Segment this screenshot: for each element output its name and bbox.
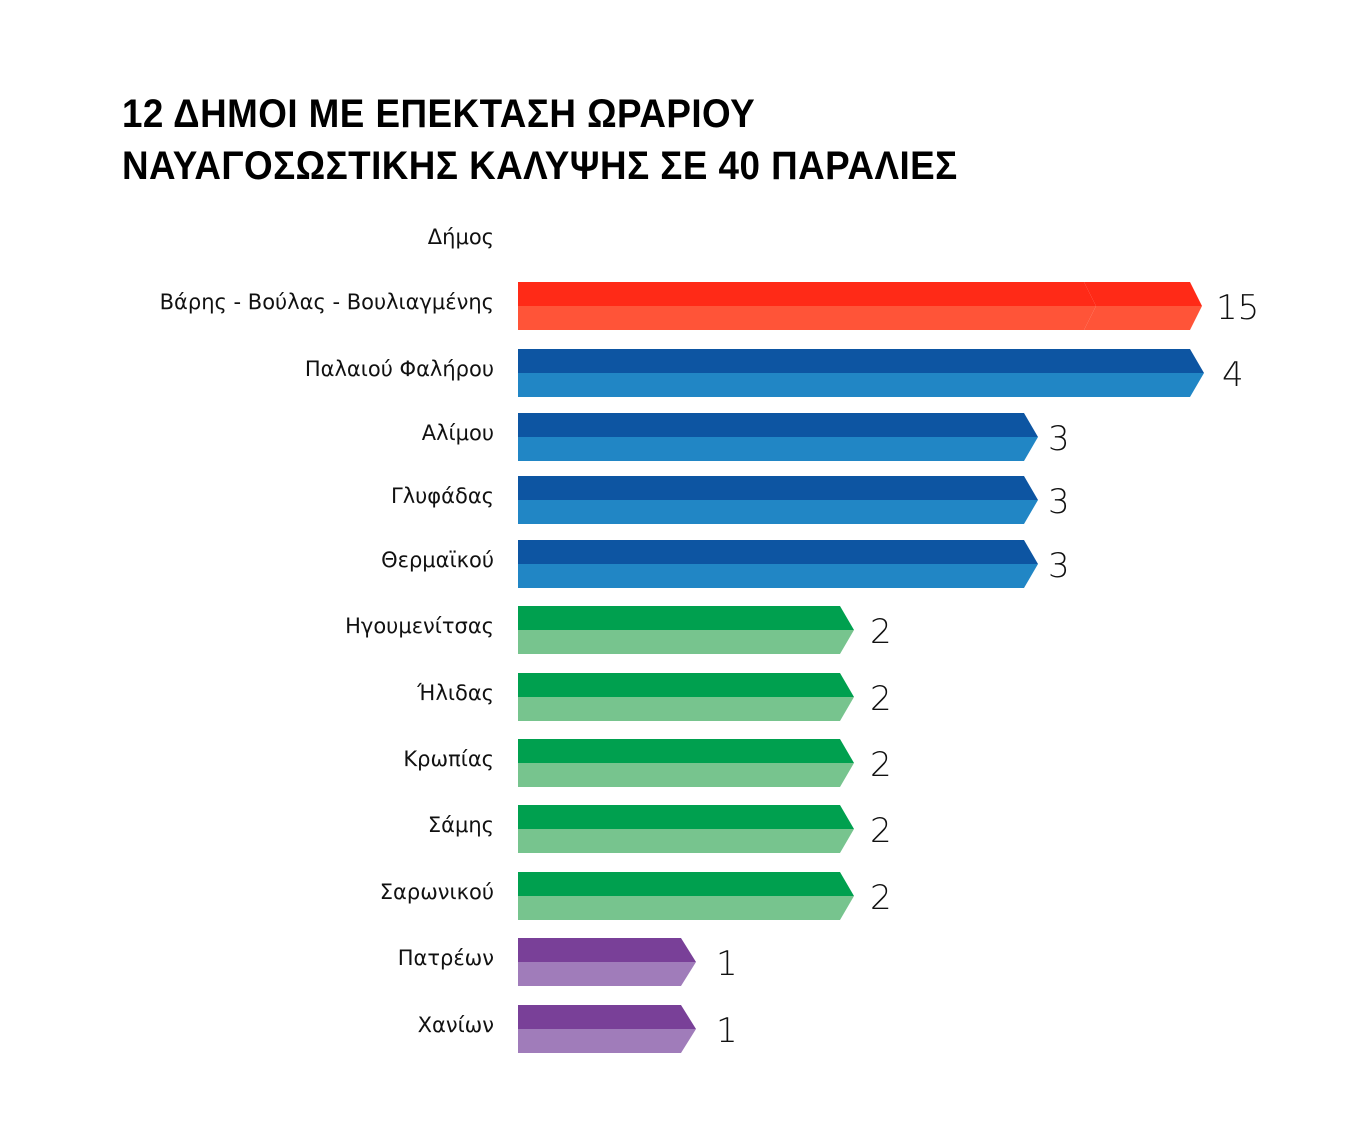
bar-row: Βάρης - Βούλας - Βουλιαγμένης 15 (0, 282, 1368, 330)
bar-row: Πατρέων 1 (0, 938, 1368, 986)
bar-value: 1 (716, 1011, 738, 1051)
bar-value: 2 (870, 878, 892, 918)
bar-label: Πατρέων (397, 946, 494, 970)
chart-title: 12 ΔΗΜΟΙ ΜΕ ΕΠΕΚΤΑΣΗ ΩΡΑΡΙΟΥ ΝΑΥΑΓΟΣΩΣΤΙ… (122, 88, 1134, 192)
bar-arrow (518, 476, 1038, 524)
chart-title-line-2: ΝΑΥΑΓΟΣΩΣΤΙΚΗΣ ΚΑΛΥΨΗΣ ΣΕ 40 ΠΑΡΑΛΙΕΣ (122, 144, 958, 188)
bar-row: Ήλιδας 2 (0, 673, 1368, 721)
bar-value: 2 (870, 811, 892, 851)
bar-label: Αλίμου (421, 421, 494, 445)
bar-row: Θερμαϊκού 3 (0, 540, 1368, 588)
bar-arrow (518, 872, 854, 920)
bar-label: Γλυφάδας (391, 484, 494, 508)
bar-arrow (518, 349, 1204, 397)
bar-row: Σάμης 2 (0, 805, 1368, 853)
bar-value: 3 (1048, 419, 1070, 459)
bar-label: Ήλιδας (417, 681, 494, 705)
bar-arrow-broken (518, 282, 1202, 330)
bar-label: Κρωπίας (403, 747, 494, 771)
bar-label: Θερμαϊκού (381, 548, 494, 572)
bar-arrow (518, 805, 854, 853)
chart-title-line-1: 12 ΔΗΜΟΙ ΜΕ ΕΠΕΚΤΑΣΗ ΩΡΑΡΙΟΥ (122, 92, 756, 136)
bar-value: 2 (870, 679, 892, 719)
bar-row: Ηγουμενίτσας 2 (0, 606, 1368, 654)
bar-value: 3 (1048, 546, 1070, 586)
bar-row: Παλαιού Φαλήρου 4 (0, 349, 1368, 397)
bar-row: Χανίων 1 (0, 1005, 1368, 1053)
bar-value: 4 (1222, 355, 1244, 395)
bar-row: Σαρωνικού 2 (0, 872, 1368, 920)
bar-value: 2 (870, 612, 892, 652)
bar-value: 1 (716, 944, 738, 984)
bar-row: Αλίμου 3 (0, 413, 1368, 461)
bar-arrow (518, 413, 1038, 461)
bar-label: Σαρωνικού (379, 880, 494, 904)
bar-value: 2 (870, 745, 892, 785)
bar-label: Ηγουμενίτσας (345, 614, 494, 638)
bar-label: Βάρης - Βούλας - Βουλιαγμένης (159, 290, 494, 314)
bar-label: Σάμης (427, 813, 494, 837)
bar-arrow (518, 1005, 696, 1053)
bar-value: 15 (1216, 288, 1260, 328)
bar-value: 3 (1048, 482, 1070, 522)
bar-row: Κρωπίας 2 (0, 739, 1368, 787)
bar-arrow (518, 606, 854, 654)
bar-label: Χανίων (417, 1013, 494, 1037)
bar-arrow (518, 673, 854, 721)
column-header: Δήμος (427, 225, 494, 249)
bar-arrow (518, 739, 854, 787)
bar-label: Παλαιού Φαλήρου (304, 357, 494, 381)
bar-row: Γλυφάδας 3 (0, 476, 1368, 524)
bar-arrow (518, 540, 1038, 588)
bar-arrow (518, 938, 696, 986)
